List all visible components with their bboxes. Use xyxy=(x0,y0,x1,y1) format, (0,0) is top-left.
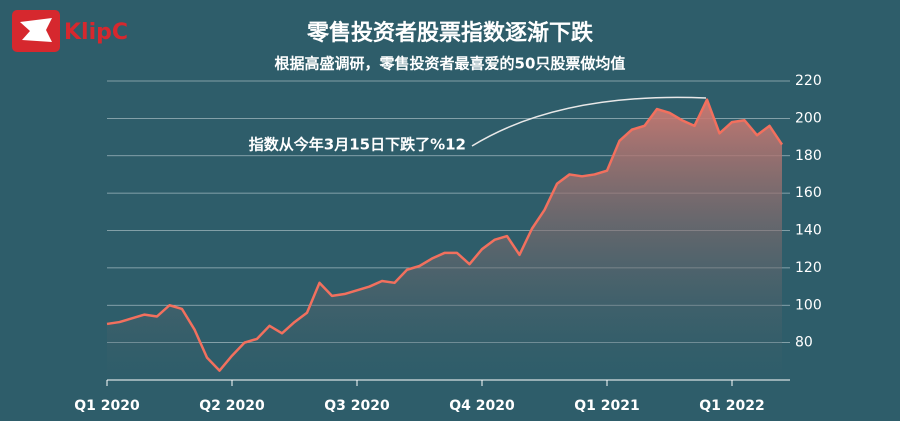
annotation: 指数从今年3月15日下跌了%12 xyxy=(249,136,466,154)
y-tick-label: 180 xyxy=(795,148,822,164)
line xyxy=(106,98,784,372)
chart-subtitle: 根据高盛调研，零售投资者最喜爱的50只股票做均值 xyxy=(275,55,626,73)
y-tick-label: 200 xyxy=(795,110,822,126)
y-tick-label: 160 xyxy=(795,185,822,201)
y-tick-label: 120 xyxy=(795,260,822,276)
x-tick-label: Q1 2022 xyxy=(699,398,764,414)
x-tick-label: Q1 2020 xyxy=(74,398,140,414)
area xyxy=(107,99,782,380)
x-tick-label: Q3 2020 xyxy=(324,398,390,414)
y-tick-label: 220 xyxy=(795,73,822,89)
logo-text: KlipC xyxy=(64,20,128,45)
x-tick-label: Q1 2021 xyxy=(574,398,639,414)
logo-shape xyxy=(20,18,52,42)
y-tick-label: 100 xyxy=(795,297,822,313)
annotation-curve xyxy=(471,96,707,147)
x-tick-label: Q2 2020 xyxy=(199,398,265,414)
y-tick-label: 140 xyxy=(795,223,822,239)
y-tick-label: 80 xyxy=(795,335,813,351)
x-tick-label: Q4 2020 xyxy=(449,398,515,414)
chart-title: 零售投资者股票指数逐渐下跌 xyxy=(306,20,594,46)
